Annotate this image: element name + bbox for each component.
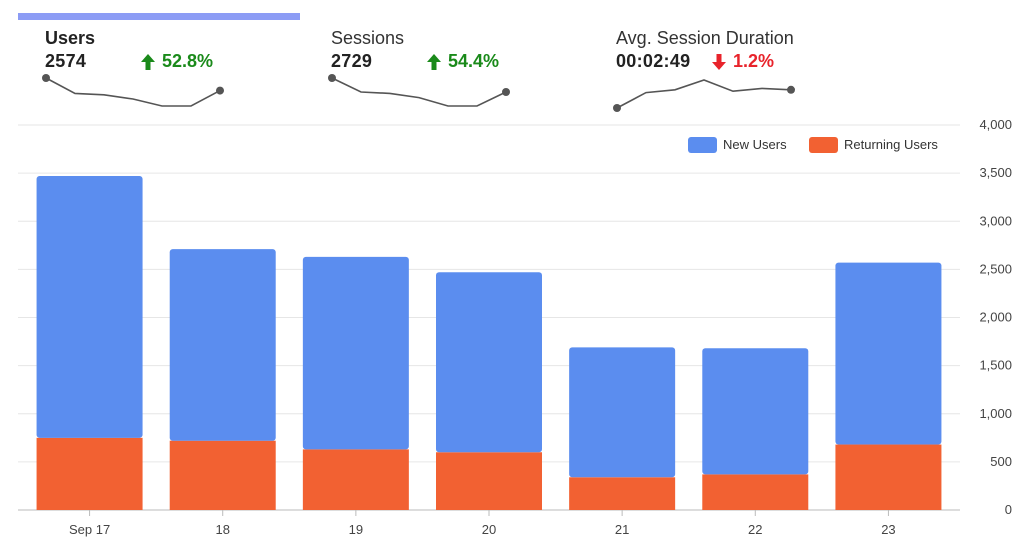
x-tick-label: 21 (615, 522, 629, 537)
metric-value: 2574 (45, 51, 87, 71)
sparkline-path (331, 77, 507, 107)
y-tick-label: 0 (1005, 502, 1012, 517)
bar-new-users (702, 348, 809, 475)
x-tick-label: 22 (748, 522, 762, 537)
bar-returning-users (702, 474, 809, 510)
metric-title: Sessions (331, 28, 405, 48)
x-tick-label: 18 (215, 522, 229, 537)
metric-avg-session-duration[interactable]: Avg. Session Duration 00:02:49 1.2% (595, 0, 895, 118)
metric-users[interactable]: Users 2574 52.8% (0, 0, 305, 118)
legend-label: Returning Users (844, 137, 938, 152)
sparkline-dot (787, 85, 795, 94)
metric-title: Avg. Session Duration (616, 28, 794, 48)
sparkline (42, 74, 224, 107)
arrow-down-icon (712, 53, 726, 70)
bar-new-users (835, 262, 942, 445)
bar-returning-users (302, 449, 409, 510)
sparkline-dot (42, 74, 50, 82)
metric-change: 52.8% (140, 51, 213, 72)
arrow-up-icon (141, 53, 155, 70)
metric-change: 1.2% (711, 51, 774, 72)
x-tick-label: Sep 17 (69, 522, 110, 537)
x-tick-label: 19 (349, 522, 363, 537)
legend-swatch (688, 137, 717, 153)
metric-change-value: 52.8% (162, 51, 214, 71)
metric-change-value: 54.4% (448, 51, 500, 71)
sparkline-path (45, 77, 221, 107)
y-tick-label: 1,500 (979, 358, 1012, 373)
y-tick-label: 1,000 (979, 406, 1012, 421)
metric-sessions[interactable]: Sessions 2729 54.4% (305, 0, 595, 118)
metric-value: 00:02:49 (616, 51, 691, 71)
sparkline-path (616, 79, 792, 109)
x-tick-label: 23 (881, 522, 895, 537)
sparkline-dot (216, 86, 224, 95)
sparkline-dot (502, 88, 510, 96)
bar-new-users (36, 176, 143, 438)
sparkline-dot (613, 104, 621, 112)
legend-swatch (809, 137, 838, 153)
legend-label: New Users (723, 137, 787, 152)
metric-change-value: 1.2% (733, 51, 775, 71)
bar-returning-users (169, 440, 276, 510)
sparkline-dot (328, 74, 336, 82)
bar-returning-users (569, 477, 676, 510)
y-tick-label: 3,500 (979, 165, 1012, 180)
x-tick-label: 20 (482, 522, 496, 537)
active-metric-indicator (18, 13, 300, 20)
y-tick-label: 4,000 (979, 117, 1012, 132)
bar-new-users (436, 272, 542, 453)
metrics-header: Users 2574 52.8% Sessions 2729 54.4% Avg… (0, 0, 1024, 118)
metric-title: Users (45, 28, 96, 48)
y-tick-label: 2,500 (979, 261, 1012, 276)
metric-change: 54.4% (426, 51, 499, 72)
bar-returning-users (835, 444, 942, 510)
bar-new-users (169, 249, 276, 441)
legend: New Users Returning Users (688, 137, 938, 153)
y-tick-label: 2,000 (979, 310, 1012, 325)
sparkline (613, 79, 795, 112)
bar-returning-users (36, 437, 143, 510)
sparkline (328, 74, 510, 107)
bar-new-users (302, 256, 409, 450)
y-tick-label: 500 (990, 454, 1012, 469)
metric-value: 2729 (331, 51, 373, 71)
arrow-up-icon (427, 53, 441, 70)
bar-returning-users (436, 452, 542, 510)
bar-new-users (569, 347, 676, 478)
y-tick-label: 3,000 (979, 213, 1012, 228)
